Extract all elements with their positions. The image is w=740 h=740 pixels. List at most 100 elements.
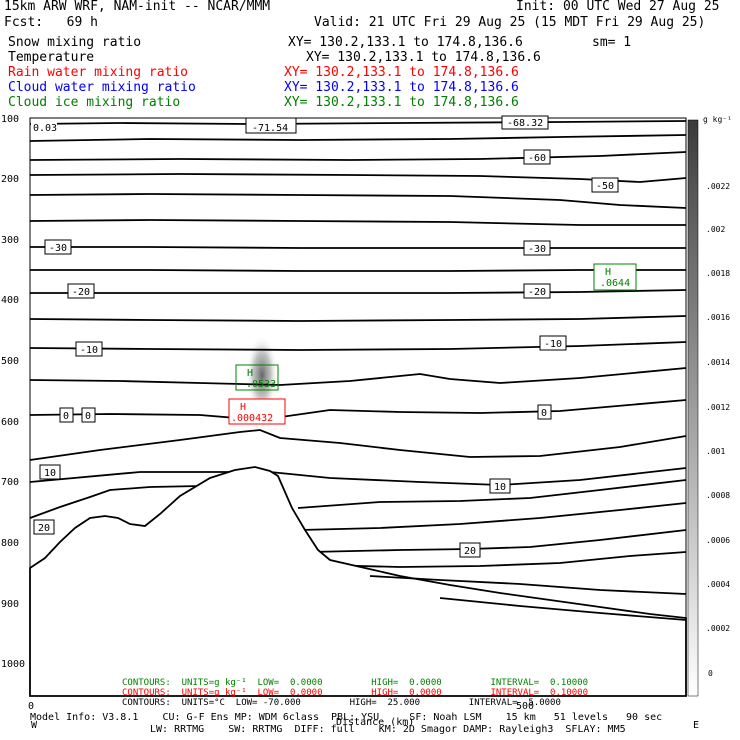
contour-label: -30 — [44, 239, 72, 255]
extrema-box-ice-right: H .0644 — [593, 263, 637, 291]
cloud-shading — [246, 335, 278, 415]
contour-line-15b — [299, 502, 687, 531]
colorbar: g kg⁻¹ .0022 .002 .0018 .0016 .0014 .001… — [687, 115, 732, 697]
contour-label: 0.03 — [31, 121, 57, 134]
svg-text:0: 0 — [63, 411, 69, 422]
colorbar-tick: .0012 — [706, 403, 730, 412]
contour-line-minus30 — [30, 246, 686, 249]
y-tick-label: 1000 — [1, 659, 25, 670]
contour-line-minus40 — [29, 219, 686, 226]
contour-line-0 — [29, 399, 687, 421]
colorbar-tick: .0022 — [706, 182, 730, 191]
contour-line-minus60 — [29, 151, 687, 161]
contour-line-20a — [309, 529, 687, 553]
contour-label: -20 — [523, 283, 551, 299]
contour-label: -50 — [591, 177, 619, 193]
svg-text:H: H — [605, 267, 611, 278]
contour-label: 20 — [459, 542, 481, 558]
svg-text:-10: -10 — [544, 339, 562, 350]
contour-label: -10 — [539, 335, 567, 351]
contour-label: -68.32 — [501, 115, 549, 130]
contour-label: 0 — [81, 407, 96, 423]
contour-label: -20 — [67, 283, 95, 299]
extrema-box-rain: H .000432 — [228, 398, 286, 425]
field-name-cloud-water: Cloud water mixing ratio — [8, 80, 196, 95]
svg-text:H: H — [240, 402, 246, 413]
field-name-snow: Snow mixing ratio — [8, 35, 142, 50]
svg-text:-68.32: -68.32 — [507, 118, 543, 129]
svg-text:0: 0 — [85, 411, 91, 422]
svg-text:20: 20 — [38, 523, 50, 534]
contour-line-minus70 — [29, 134, 687, 142]
contour-line-minus50 — [29, 193, 687, 209]
forecast-hour: Fcst: 69 h — [4, 15, 98, 30]
colorbar-tick: 0 — [708, 669, 713, 678]
y-axis-labels: 100 200 300 400 500 600 700 800 900 1000 — [1, 114, 25, 670]
corner-label-west: W — [31, 720, 38, 731]
colorbar-tick: .0016 — [706, 313, 730, 322]
contour-label: 20 — [33, 519, 55, 535]
contour-labels: 0.03 -71.54 -68.32 -60 -50 -30 -30 -20 -… — [31, 115, 619, 558]
x-tick-label-0: 0 — [28, 701, 34, 712]
y-tick-label: 600 — [1, 417, 19, 428]
field-extra-snow: sm= 1 — [592, 35, 632, 50]
contour-label: 10 — [39, 464, 61, 480]
svg-text:H: H — [247, 368, 253, 379]
y-tick-label: 500 — [1, 356, 19, 367]
contours-info-green: CONTOURS: UNITS=g kg⁻¹ LOW= 0.0000 HIGH=… — [122, 678, 588, 688]
svg-text:-60: -60 — [528, 153, 546, 164]
contour-label: -10 — [75, 341, 103, 357]
y-tick-label: 800 — [1, 538, 19, 549]
field-xy-temperature: XY= 130.2,133.1 to 174.8,136.6 — [306, 50, 541, 65]
svg-text:10: 10 — [44, 468, 56, 479]
contour-label: 0 — [59, 407, 74, 423]
contour-line-20b — [319, 551, 687, 568]
svg-text:-20: -20 — [528, 287, 546, 298]
colorbar-tick: .0002 — [706, 624, 730, 633]
extrema-box-ice-center: H .0533 — [235, 364, 279, 391]
svg-text:-30: -30 — [528, 244, 546, 255]
field-xy-cloud-ice: XY= 130.2,133.1 to 174.8,136.6 — [284, 95, 519, 110]
contour-label: -60 — [523, 149, 551, 165]
contour-label: 0 — [537, 404, 552, 420]
x-axis: 0 500 Distance (km) W E — [28, 701, 699, 731]
terrain — [29, 466, 687, 697]
field-xy-snow: XY= 130.2,133.1 to 174.8,136.6 — [288, 35, 523, 50]
colorbar-tick: .001 — [706, 447, 725, 456]
y-tick-label: 400 — [1, 295, 19, 306]
colorbar-tick: .0004 — [706, 580, 730, 589]
contour-label: -71.54 — [245, 117, 297, 134]
colorbar-tick: .0014 — [706, 358, 730, 367]
colorbar-tick: .0018 — [706, 269, 730, 278]
contour-line-5 — [29, 429, 687, 461]
contour-line-10a — [29, 467, 687, 486]
contour-line-minus55 — [29, 173, 687, 183]
contour-line-minus10 — [29, 341, 687, 351]
svg-text:0: 0 — [541, 408, 547, 419]
svg-text:-50: -50 — [596, 181, 614, 192]
field-xy-cloud-water: XY= 130.2,133.1 to 174.8,136.6 — [284, 80, 519, 95]
svg-text:-10: -10 — [80, 345, 98, 356]
svg-text:.0644: .0644 — [600, 278, 630, 289]
svg-text:20: 20 — [464, 546, 476, 557]
colorbar-tick: .0006 — [706, 536, 730, 545]
field-name-temperature: Temperature — [8, 50, 95, 65]
model-info-line2: LW: RRTMG SW: RRTMG DIFF: full KM: 2D Sm… — [150, 724, 626, 735]
colorbar-unit: g kg⁻¹ — [703, 115, 732, 124]
contour-line-minus25 — [30, 269, 686, 272]
contour-line-10b — [297, 479, 687, 509]
field-xy-rain: XY= 130.2,133.1 to 174.8,136.6 — [284, 65, 519, 80]
corner-label-east: E — [693, 720, 699, 731]
field-name-cloud-ice: Cloud ice mixing ratio — [8, 95, 181, 110]
colorbar-tick: .0008 — [706, 491, 730, 500]
contour-line-minus15 — [29, 315, 687, 322]
svg-text:-71.54: -71.54 — [252, 123, 288, 134]
valid-time: Valid: 21 UTC Fri 29 Aug 25 (15 MDT Fri … — [314, 15, 706, 30]
lower-contours — [369, 575, 687, 621]
x-tick-label-500: 500 — [516, 701, 534, 712]
svg-text:.000432: .000432 — [231, 413, 273, 424]
y-tick-label: 200 — [1, 174, 19, 185]
x-axis-label: Distance (km) — [336, 717, 414, 728]
init-time: Init: 00 UTC Wed 27 Aug 25 — [516, 0, 720, 14]
contour-line-top — [29, 120, 687, 125]
